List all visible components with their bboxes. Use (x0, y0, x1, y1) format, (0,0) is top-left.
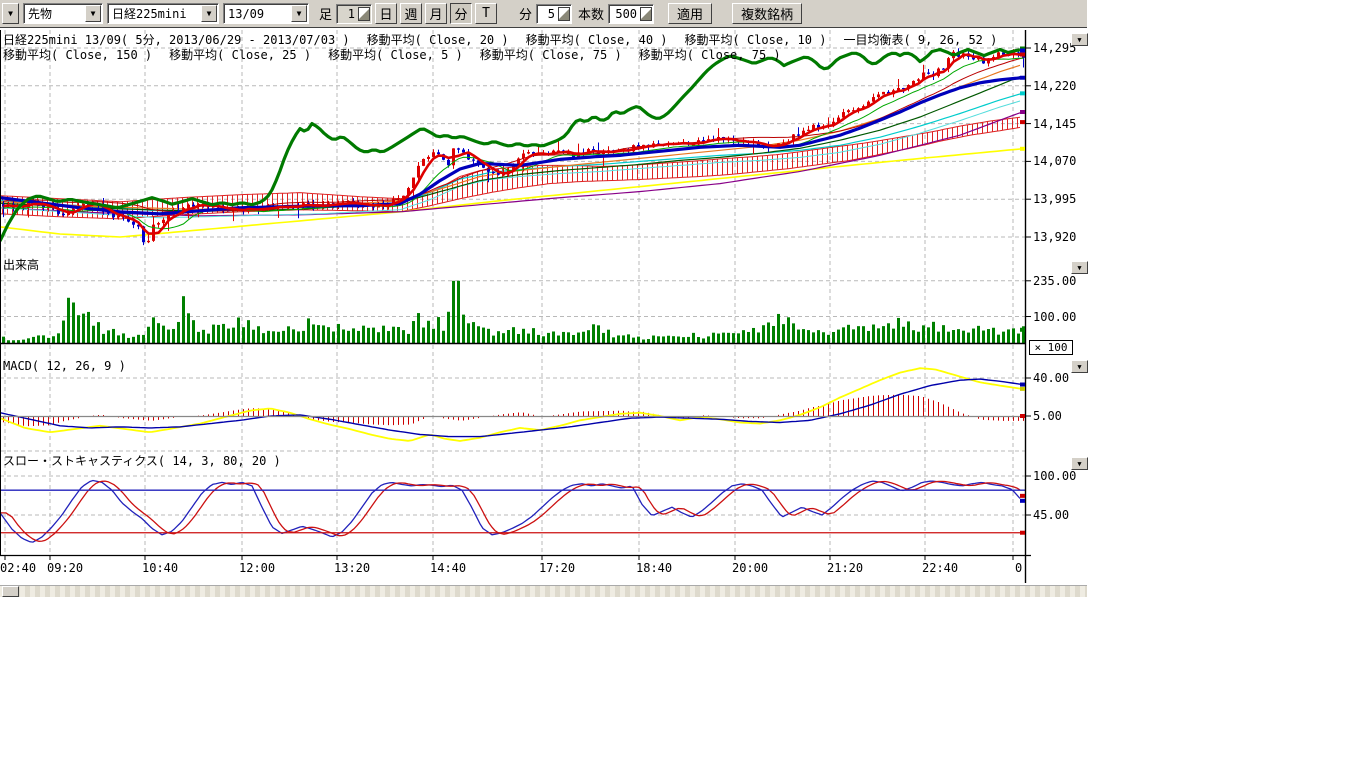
x-axis-label: 14:40 (430, 561, 466, 575)
chart-canvas (0, 0, 1090, 600)
y-axis-label: 13,920 (1033, 230, 1083, 244)
y-axis-label: 14,145 (1033, 117, 1083, 131)
chart-area: 日経225mini 13/09( 5分, 2013/06/29 - 2013/0… (0, 0, 1090, 600)
y-axis-label: 100.00 (1033, 310, 1083, 324)
macd-panel-label: MACD( 12, 26, 9 ) (3, 359, 126, 373)
y-axis-label: 14,070 (1033, 154, 1083, 168)
legend-row-2: 移動平均( Close, 150 ) 移動平均( Close, 25 ) 移動平均(… (3, 46, 781, 63)
y-axis-label: 40.00 (1033, 371, 1083, 385)
y-axis-label: 13,995 (1033, 192, 1083, 206)
legend-item: 一目均衡表( 9, 26, 52 ) (843, 31, 997, 48)
y-axis-label: 100.00 (1033, 469, 1083, 483)
y-axis-label: 235.00 (1033, 274, 1083, 288)
volume-panel-dropdown-button[interactable]: ▼ (1071, 261, 1088, 274)
x-axis-label: 17:20 (539, 561, 575, 575)
volume-multiplier-badge: × 100 (1029, 340, 1073, 355)
x-axis-label: 21:20 (827, 561, 863, 575)
stoch-panel-dropdown-button[interactable]: ▼ (1071, 457, 1088, 470)
x-axis-label: 18:40 (636, 561, 672, 575)
x-axis-label: 20:00 (732, 561, 768, 575)
x-axis-label: 09:20 (47, 561, 83, 575)
stoch-panel-label: スロー・ストキャスティクス( 14, 3, 80, 20 ) (3, 452, 281, 469)
x-axis-label: 10:40 (142, 561, 178, 575)
x-axis-label: 13:20 (334, 561, 370, 575)
legend-item: 移動平均( Close, 150 ) (3, 46, 152, 63)
macd-panel-dropdown-button[interactable]: ▼ (1071, 360, 1088, 373)
x-axis-label: 22:40 (922, 561, 958, 575)
legend-item: 移動平均( Close, 5 ) (328, 46, 463, 63)
y-axis-label: 45.00 (1033, 508, 1083, 522)
horizontal-scrollbar[interactable] (0, 585, 1087, 597)
volume-panel-label: 出来高 (3, 256, 39, 273)
y-axis-label: 5.00 (1033, 409, 1083, 423)
legend-item: 移動平均( Close, 75 ) (480, 46, 622, 63)
legend-item: 移動平均( Close, 25 ) (169, 46, 311, 63)
y-axis-label: 14,220 (1033, 79, 1083, 93)
trading-app-window: ▼ 先物 ▼ 日経225mini ▼ 13/09 ▼ 足 1 日週月分T 分 5… (0, 0, 1366, 768)
legend-item: 移動平均( Close, 75 ) (639, 46, 781, 63)
scrollbar-thumb[interactable] (2, 586, 19, 597)
x-axis-label: 02:40 (0, 561, 36, 575)
main-panel-dropdown-button[interactable]: ▼ (1071, 33, 1088, 46)
x-axis-label: 0 (1015, 561, 1022, 575)
x-axis-label: 12:00 (239, 561, 275, 575)
